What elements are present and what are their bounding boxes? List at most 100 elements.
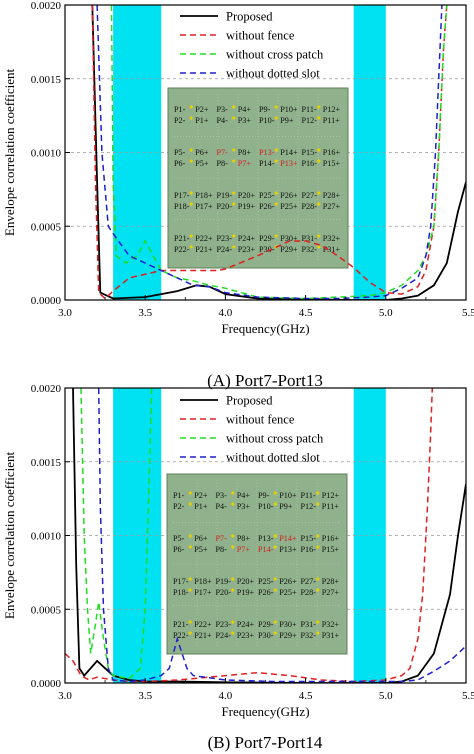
port-marker	[315, 577, 320, 581]
port-marker	[188, 631, 193, 635]
port-label: P14-	[258, 545, 274, 554]
port-marker	[230, 577, 235, 581]
port-label: P12+	[323, 105, 341, 114]
port-label: P15+	[323, 159, 341, 168]
port-label: P10+	[280, 105, 298, 114]
x-tick-label: 4.0	[219, 307, 233, 319]
port-marker	[231, 191, 236, 195]
port-label: P18+	[195, 191, 213, 200]
port-label: P1+	[195, 116, 209, 125]
x-tick-label: 3.5	[138, 307, 152, 319]
port-label: P20+	[238, 191, 256, 200]
port-label: P28+	[323, 191, 341, 200]
port-label: P3-	[217, 105, 229, 114]
legend-entry: without fence	[226, 29, 295, 43]
port-label: P10+	[279, 491, 297, 500]
x-tick-label: 4.5	[299, 307, 313, 319]
series-line-without-cross-patch	[110, 5, 448, 300]
port-marker	[230, 588, 235, 592]
port-marker	[230, 545, 235, 549]
y-tick-label: 0.0010	[31, 531, 62, 543]
port-label: P24+	[237, 620, 255, 629]
port-label: P25-	[258, 577, 274, 586]
port-label: P19-	[216, 577, 232, 586]
port-label: P9+	[279, 502, 293, 511]
legend-entry: without fence	[226, 413, 295, 427]
port-label: P16-	[302, 159, 318, 168]
port-marker	[315, 491, 320, 495]
port-label: P13+	[280, 159, 298, 168]
port-label: P22-	[174, 245, 190, 254]
x-tick-label: 5.0	[379, 307, 393, 319]
port-label: P29-	[259, 234, 275, 243]
y-tick-label: 0.0005	[31, 604, 62, 616]
port-label: P19-	[217, 191, 233, 200]
series-line-proposed	[91, 5, 466, 300]
port-label: P4-	[216, 502, 228, 511]
port-label: P30+	[279, 620, 297, 629]
port-label: P2-	[173, 502, 185, 511]
port-label: P21+	[194, 631, 212, 640]
port-label: P27-	[301, 577, 317, 586]
port-label: P14+	[279, 534, 297, 543]
series-line-without-dotted-slot	[97, 388, 466, 683]
port-marker	[316, 116, 321, 120]
port-label: P4+	[237, 491, 251, 500]
port-label: P20-	[217, 202, 233, 211]
port-label: P31+	[322, 631, 340, 640]
port-label: P6-	[173, 545, 185, 554]
port-marker	[230, 534, 235, 538]
port-marker	[316, 245, 321, 249]
y-axis-label: Envelope correlation coefficient	[2, 69, 17, 237]
port-label: P22+	[194, 620, 212, 629]
port-marker	[273, 534, 278, 538]
y-tick-label: 0.0010	[31, 148, 62, 160]
port-marker	[189, 148, 194, 152]
port-marker	[231, 105, 236, 109]
y-tick-label: 0.0005	[31, 221, 62, 233]
port-marker	[315, 545, 320, 549]
port-label: P7-	[216, 534, 228, 543]
port-label: P9+	[280, 116, 294, 125]
port-marker	[273, 545, 278, 549]
series-line-proposed	[72, 388, 466, 683]
x-axis-label: Frequency(GHz)	[221, 704, 309, 719]
legend-entry: without dotted slot	[226, 451, 320, 465]
x-tick-label: 5.50	[462, 690, 474, 702]
port-marker	[274, 116, 279, 120]
port-label: P12-	[301, 502, 317, 511]
port-label: P7+	[238, 159, 252, 168]
port-marker	[230, 631, 235, 635]
port-label: P13-	[258, 534, 274, 543]
port-marker	[189, 191, 194, 195]
port-label: P6+	[195, 148, 209, 157]
y-axis-label: Envelope correlation coefficient	[2, 452, 17, 620]
x-tick-label: 3.0	[58, 307, 72, 319]
port-marker	[316, 148, 321, 152]
y-tick-label: 0.0000	[31, 295, 62, 307]
port-label: P31-	[302, 234, 318, 243]
port-label: P32-	[302, 245, 318, 254]
port-marker	[273, 577, 278, 581]
port-marker	[315, 534, 320, 538]
port-marker	[189, 159, 194, 163]
port-layout-inset: P1- P2+ P3- P4+ P9- P10+ P11- P12+ P2- P1+ P4- P3+ P…	[167, 87, 349, 269]
x-tick-label: 5.50	[462, 307, 474, 319]
port-label: P18-	[173, 588, 189, 597]
panel-caption: (A) Port7-Port13	[207, 371, 323, 390]
port-marker	[230, 502, 235, 506]
port-label: P6+	[194, 534, 208, 543]
port-label: P6-	[174, 159, 186, 168]
port-label: P16+	[323, 148, 341, 157]
legend-entry: Proposed	[226, 10, 273, 24]
port-label: P18+	[194, 577, 212, 586]
port-label: P11+	[322, 502, 339, 511]
port-label: P19+	[238, 202, 256, 211]
port-label: P30+	[280, 234, 298, 243]
port-label: P11-	[302, 105, 317, 114]
port-label: P8+	[237, 534, 251, 543]
port-marker	[231, 116, 236, 120]
port-marker	[273, 620, 278, 624]
port-label: P1-	[174, 105, 186, 114]
port-label: P22-	[173, 631, 189, 640]
